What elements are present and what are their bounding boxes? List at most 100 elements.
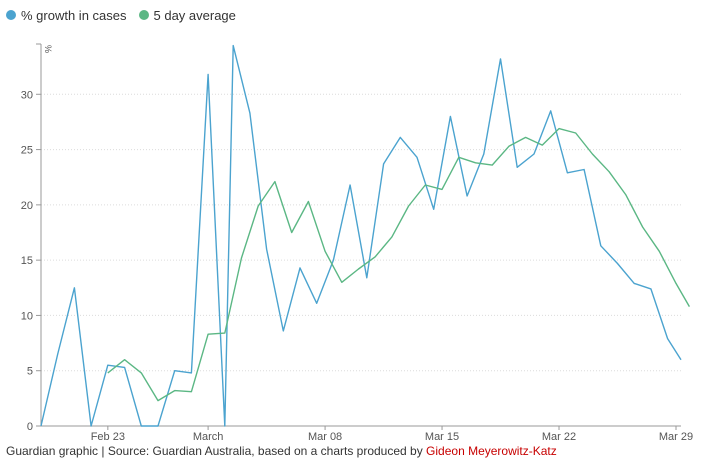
chart-legend: % growth in cases 5 day average	[6, 4, 236, 26]
data-point	[107, 372, 109, 374]
x-tick-label: Mar 29	[659, 431, 693, 440]
data-point	[241, 257, 243, 259]
data-point	[408, 205, 410, 207]
legend-item: 5 day average	[138, 7, 236, 23]
data-point	[658, 250, 660, 252]
legend-swatch	[138, 10, 149, 20]
legend-item: % growth in cases	[6, 8, 127, 23]
data-point	[650, 288, 652, 290]
data-point	[483, 153, 485, 155]
data-point	[633, 282, 635, 284]
line-chart: 0 5 10 15 20 25 30% Feb 23 March Mar 08 Mar 15 Mar …	[21, 43, 693, 440]
y-tick-label: 10	[21, 310, 33, 322]
y-tick-label: 20	[21, 200, 33, 212]
data-point	[257, 205, 259, 207]
data-point	[232, 45, 234, 47]
data-point	[558, 128, 560, 130]
data-point	[508, 145, 510, 147]
data-point	[608, 171, 610, 173]
data-point	[550, 110, 552, 112]
data-point	[449, 115, 451, 117]
legend-label: % growth in cases	[21, 7, 127, 23]
data-point	[73, 287, 75, 289]
series-growth-in-cases	[40, 44, 682, 427]
data-point	[500, 58, 502, 60]
data-point	[680, 359, 682, 361]
data-point	[675, 282, 677, 284]
data-point	[249, 112, 251, 114]
data-point	[600, 245, 602, 247]
data-point	[349, 184, 351, 186]
data-point	[299, 267, 301, 269]
axes: 0 5 10 15 20 25 30% Feb 23 March Mar 08 Mar 15 Mar …	[21, 43, 693, 440]
data-point	[341, 281, 343, 283]
y-tick-label: 5	[27, 366, 33, 378]
data-point	[332, 259, 334, 261]
data-point	[533, 153, 535, 155]
data-point	[358, 268, 360, 270]
x-tick-label: Mar 22	[542, 431, 576, 440]
data-point	[525, 136, 527, 138]
data-point	[324, 250, 326, 252]
data-point	[541, 144, 543, 146]
data-point	[316, 302, 318, 304]
data-point	[266, 248, 268, 250]
data-point	[207, 73, 209, 75]
data-point	[642, 226, 644, 228]
data-point	[441, 188, 443, 190]
data-point	[366, 277, 368, 279]
data-point	[617, 263, 619, 265]
y-tick-label: 15	[21, 255, 33, 267]
source-footer: Guardian graphic | Source: Guardian Aust…	[6, 444, 557, 458]
data-point	[157, 425, 159, 427]
data-point	[174, 370, 176, 372]
x-tick-label: March	[193, 431, 224, 440]
data-point	[491, 164, 493, 166]
data-point	[124, 366, 126, 368]
data-point	[575, 132, 577, 134]
data-point	[140, 372, 142, 374]
data-point	[566, 172, 568, 174]
data-point	[274, 181, 276, 183]
data-point	[207, 333, 209, 335]
data-point	[625, 194, 627, 196]
data-point	[424, 184, 426, 186]
legend-label: 5 day average	[153, 7, 236, 23]
data-point	[140, 425, 142, 427]
series-lines	[40, 44, 691, 427]
y-unit-label: %	[43, 45, 53, 53]
data-point	[458, 156, 460, 158]
y-tick-label: 0	[27, 421, 33, 433]
data-point	[688, 306, 690, 308]
data-point	[307, 201, 309, 203]
data-point	[383, 163, 385, 165]
data-point	[190, 391, 192, 393]
data-point	[583, 169, 585, 171]
data-point	[475, 162, 477, 164]
data-point	[399, 136, 401, 138]
data-point	[40, 425, 42, 427]
series-five-day-average	[107, 127, 691, 402]
data-point	[466, 195, 468, 197]
legend-swatch	[6, 10, 16, 20]
data-point	[224, 425, 226, 427]
data-point	[90, 425, 92, 427]
data-point	[291, 232, 293, 234]
data-point	[57, 353, 59, 355]
data-point	[174, 390, 176, 392]
data-point	[224, 332, 226, 334]
source-text: Guardian graphic | Source: Guardian Aust…	[6, 444, 427, 458]
data-point	[391, 236, 393, 238]
y-tick-label: 25	[21, 145, 33, 157]
data-point	[190, 372, 192, 374]
data-point	[157, 400, 159, 402]
data-point	[516, 166, 518, 168]
data-point	[416, 156, 418, 158]
x-tick-label: Feb 23	[91, 431, 125, 440]
credit-name: Gideon Meyerowitz-Katz	[426, 444, 557, 458]
x-tick-label: Mar 15	[425, 431, 459, 440]
x-tick-label: Mar 08	[308, 431, 342, 440]
data-point	[282, 330, 284, 332]
data-point	[124, 359, 126, 361]
grid-lines	[41, 93, 681, 372]
